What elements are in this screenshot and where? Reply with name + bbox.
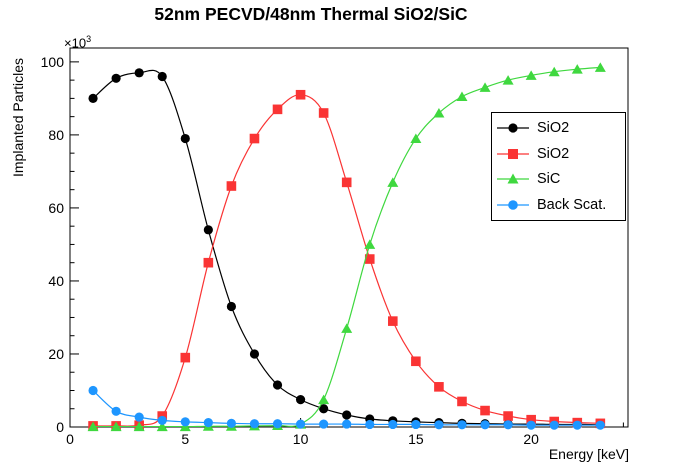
y-tick-label: 80 bbox=[48, 127, 64, 143]
y-tick-label: 60 bbox=[48, 200, 64, 216]
y-axis-multiplier: ×103 bbox=[64, 34, 92, 51]
x-tick-label: 20 bbox=[523, 431, 539, 447]
legend-item-backscatter: Back Scat. bbox=[492, 197, 625, 213]
legend-label: SiC bbox=[537, 171, 561, 188]
y-tick-label: 40 bbox=[48, 273, 64, 289]
x-tick-label: 15 bbox=[408, 431, 424, 447]
legend-label: SiO2 bbox=[537, 119, 570, 136]
legend-item-sic: SiC bbox=[492, 171, 625, 187]
y-tick-label: 100 bbox=[41, 54, 65, 70]
legend-item-sio2-pecvd: SiO2 bbox=[492, 120, 625, 136]
y-axis-title: Implanted Particles bbox=[10, 57, 26, 177]
circle-marker-icon bbox=[497, 123, 529, 133]
legend-label: Back Scat. bbox=[537, 197, 607, 214]
legend-label: SiO2 bbox=[537, 145, 570, 162]
x-tick-label: 10 bbox=[293, 431, 309, 447]
square-marker-icon bbox=[497, 148, 529, 159]
x-tick-label: 0 bbox=[66, 431, 74, 447]
y-tick-label: 0 bbox=[56, 419, 64, 435]
legend-item-sio2-thermal: SiO2 bbox=[492, 146, 625, 162]
y-tick-label: 20 bbox=[48, 346, 64, 362]
x-tick-label: 5 bbox=[181, 431, 189, 447]
plot-frame bbox=[69, 47, 629, 428]
legend: SiO2 SiO2 SiC Back Scat. bbox=[491, 112, 626, 221]
chart-title: 52nm PECVD/48nm Thermal SiO2/SiC bbox=[154, 4, 468, 24]
y-axis: 0 20 40 60 80 100 bbox=[41, 54, 79, 435]
series-back-scat--3 bbox=[88, 385, 605, 430]
circle-marker-icon bbox=[497, 200, 529, 210]
triangle-marker-icon bbox=[497, 173, 529, 184]
x-axis-title: Energy [keV] bbox=[548, 446, 629, 462]
series-sic-2 bbox=[87, 62, 606, 432]
